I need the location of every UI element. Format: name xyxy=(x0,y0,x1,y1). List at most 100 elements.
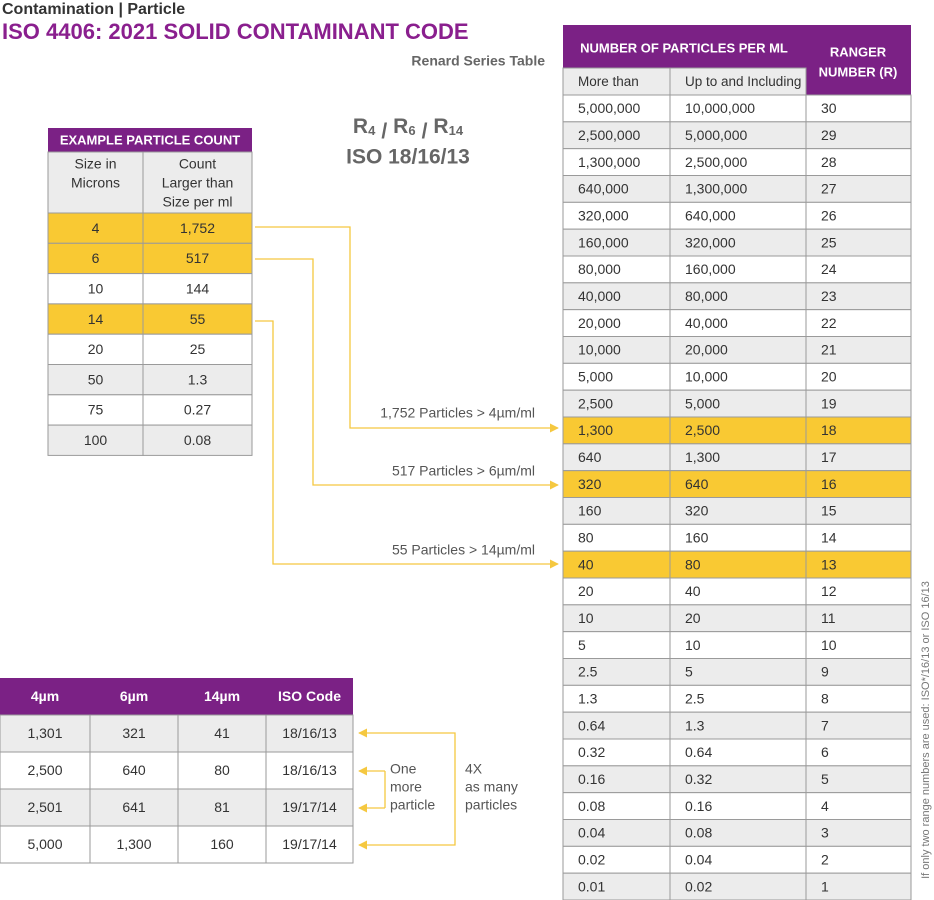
table-cell xyxy=(669,711,807,740)
cell-text: 5,000 xyxy=(27,836,62,852)
cell-text: 30 xyxy=(821,100,837,116)
cell-text: 19/17/14 xyxy=(282,836,337,852)
cell-text: 5,000,000 xyxy=(578,100,640,116)
cell-text: 10 xyxy=(578,610,594,626)
note: particles xyxy=(465,797,517,813)
table-title: EXAMPLE PARTICLE COUNT xyxy=(60,132,240,147)
formula-base: R xyxy=(393,115,408,138)
table-cell xyxy=(805,362,912,391)
table-cell xyxy=(805,470,912,498)
cell-text: 1,300 xyxy=(578,422,613,438)
table-cell xyxy=(805,201,912,230)
table-cell xyxy=(669,228,807,257)
cell-text: 14 xyxy=(821,529,837,545)
cell-text: 144 xyxy=(186,280,210,296)
table-cell xyxy=(142,364,253,396)
cell-text: 18 xyxy=(821,422,837,438)
cell-text: 4 xyxy=(821,798,829,814)
cell-text: 80 xyxy=(685,556,701,572)
table-cell xyxy=(89,714,179,753)
cell-text: 160,000 xyxy=(578,234,629,250)
cell-text: 20,000 xyxy=(685,342,728,358)
table-cell xyxy=(805,121,912,150)
cell-text: 19 xyxy=(821,395,837,411)
table-cell xyxy=(562,523,671,552)
cell-text: 160,000 xyxy=(685,261,736,277)
note: 4X xyxy=(465,761,483,777)
table-cell xyxy=(805,550,912,579)
annotation: 55 Particles > 14µm/ml xyxy=(392,542,535,558)
note: One xyxy=(390,761,417,777)
table-cell xyxy=(177,751,267,790)
table-cell xyxy=(562,362,671,391)
table-cell xyxy=(265,825,354,864)
cell-text: 2.5 xyxy=(578,664,598,680)
cell-text: 2 xyxy=(821,851,829,867)
cell-text: 13 xyxy=(821,556,837,572)
table-cell xyxy=(562,443,671,472)
table-cell xyxy=(669,577,807,606)
table-cell xyxy=(805,94,912,123)
cell-text: 20,000 xyxy=(578,315,621,331)
title: ISO 4406: 2021 SOLID CONTAMINANT CODE xyxy=(2,19,469,44)
column-header: 6µm xyxy=(120,688,148,704)
table-cell xyxy=(562,470,671,498)
cell-text: 25 xyxy=(821,234,837,250)
table-cell xyxy=(562,121,671,150)
table-cell xyxy=(265,788,354,827)
cell-text: 12 xyxy=(821,583,837,599)
arrow xyxy=(255,258,559,490)
cell-text: 5,000,000 xyxy=(685,127,747,143)
cell-text: 20 xyxy=(88,341,104,357)
note: more xyxy=(390,779,422,795)
table-cell xyxy=(89,788,179,827)
column-header: More than xyxy=(578,74,639,89)
table-cell xyxy=(562,336,671,364)
table-cell xyxy=(669,523,807,552)
group-header: NUMBER OF PARTICLES PER ML xyxy=(580,40,788,55)
cell-text: 18/16/13 xyxy=(282,762,337,778)
note: as many xyxy=(465,779,518,795)
table-cell xyxy=(177,825,267,864)
table-cell xyxy=(47,273,144,305)
cell-text: 0.02 xyxy=(578,851,605,867)
formula-base: R xyxy=(433,115,448,138)
cell-text: 40,000 xyxy=(578,288,621,304)
arrow xyxy=(255,320,559,569)
table-cell xyxy=(562,148,671,177)
table-cell xyxy=(669,550,807,579)
annotation: 517 Particles > 6µm/ml xyxy=(392,463,535,479)
table-cell xyxy=(562,738,671,767)
formula-base: R xyxy=(353,115,368,138)
table-cell xyxy=(562,550,671,579)
note: particle xyxy=(390,797,435,813)
range-header: NUMBER (R) xyxy=(819,64,898,79)
cell-text: 320 xyxy=(685,503,709,519)
table-cell xyxy=(669,819,807,847)
separator: / xyxy=(381,120,387,143)
table-cell xyxy=(805,711,912,740)
table-cell xyxy=(669,684,807,713)
cell-text: 1,300 xyxy=(116,836,151,852)
table-cell xyxy=(805,658,912,686)
table-cell xyxy=(0,788,91,827)
cell-text: 0.27 xyxy=(184,402,211,418)
column-header: Size in xyxy=(74,156,116,172)
cell-text: 41 xyxy=(214,725,230,741)
cell-text: 5 xyxy=(685,664,693,680)
table-cell xyxy=(669,362,807,391)
cell-text: 640 xyxy=(122,762,146,778)
cell-text: 14 xyxy=(88,311,104,327)
cell-text: 28 xyxy=(821,154,837,170)
cell-text: 80,000 xyxy=(578,261,621,277)
formula-sub: 4 xyxy=(368,123,376,138)
table-cell xyxy=(142,273,253,305)
arrow xyxy=(255,226,559,433)
cell-text: 0.16 xyxy=(685,798,712,814)
cell-text: 80,000 xyxy=(685,288,728,304)
table-cell xyxy=(669,872,807,900)
column-header: Up to and Including xyxy=(685,74,801,89)
cell-text: 80 xyxy=(578,529,594,545)
table-cell xyxy=(669,497,807,525)
table-cell xyxy=(178,678,266,715)
